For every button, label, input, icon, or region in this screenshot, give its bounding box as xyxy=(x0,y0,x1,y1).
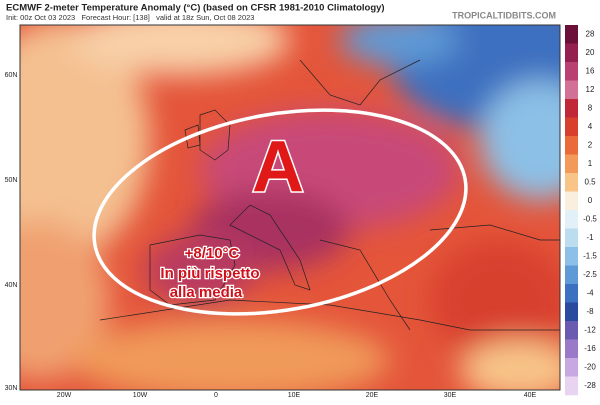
colorbar-swatch xyxy=(565,154,578,174)
colorbar-label: 16 xyxy=(586,66,595,75)
colorbar-label: 28 xyxy=(586,29,595,38)
colorbar-label: -4 xyxy=(586,288,594,297)
colorbar-swatch xyxy=(565,191,578,211)
colorbar-label: -8 xyxy=(586,307,594,316)
map-frame xyxy=(19,24,561,391)
lon-label: 30E xyxy=(444,392,457,399)
colorbar-label: -1.5 xyxy=(583,251,597,260)
colorbar-swatch xyxy=(565,302,578,322)
colorbar-label: 0.5 xyxy=(584,177,596,186)
colorbar-swatch xyxy=(565,62,578,81)
colorbar-label: -16 xyxy=(584,344,596,353)
anomaly-text: In più rispetto xyxy=(160,265,259,282)
colorbar-swatch xyxy=(565,25,578,44)
colorbar-label: -28 xyxy=(584,381,596,390)
highlight-ellipse xyxy=(92,108,468,316)
lon-label: 0 xyxy=(214,392,218,399)
colorbar-swatch xyxy=(565,173,578,192)
lon-label: 20E xyxy=(366,392,379,399)
colorbar-label: 1 xyxy=(588,159,593,168)
colorbar-label: -20 xyxy=(584,362,596,371)
colorbar-label: -1 xyxy=(586,233,594,242)
coastlines xyxy=(99,59,560,331)
colorbar-swatch xyxy=(565,80,578,100)
lat-label: 30N xyxy=(5,385,18,392)
lon-label: 20W xyxy=(57,392,72,399)
lat-label: 60N xyxy=(5,72,18,79)
subtitle: Init: 00z Oct 03 2023 Forecast Hour: [13… xyxy=(6,13,254,22)
anomaly-text: alla media xyxy=(170,284,243,301)
colorbar-swatch xyxy=(565,376,578,396)
lat-label: 50N xyxy=(5,177,18,184)
colorbar-label: 0 xyxy=(588,196,593,205)
colorbar-swatch xyxy=(565,284,578,303)
colorbar-swatch xyxy=(565,136,578,155)
watermark: TROPICALTIDBITS.COM xyxy=(452,10,556,20)
colorbar-label: 2 xyxy=(588,140,593,149)
colorbar-swatch xyxy=(565,228,578,248)
colorbar-swatch xyxy=(565,210,578,229)
lon-label: 40E xyxy=(524,392,537,399)
colorbar-swatch xyxy=(565,247,578,266)
colorbar-swatch xyxy=(565,99,578,118)
colorbar-label: 20 xyxy=(586,48,595,57)
colorbar-label: -12 xyxy=(584,325,596,334)
lon-label: 10W xyxy=(133,392,148,399)
colorbar-swatch xyxy=(565,358,578,377)
colorbar-label: 12 xyxy=(586,85,595,94)
lon-label: 10E xyxy=(288,392,301,399)
colorbar-swatch xyxy=(565,117,578,137)
colorbar-swatch xyxy=(565,265,578,285)
colorbar-swatch xyxy=(565,339,578,359)
colorbar-label: 4 xyxy=(588,122,593,131)
lat-label: 40N xyxy=(5,282,18,289)
colorbar-label: -0.5 xyxy=(583,214,597,223)
colorbar-label: -2.5 xyxy=(583,270,597,279)
title: ECMWF 2-meter Temperature Anomaly (°C) (… xyxy=(6,3,385,14)
colorbar-swatch xyxy=(565,43,578,63)
colorbar-swatch xyxy=(565,321,578,340)
anomaly-label: +8/10°C xyxy=(185,245,240,262)
high-pressure-label: A xyxy=(252,127,304,207)
colorbar-label: 8 xyxy=(588,103,593,112)
